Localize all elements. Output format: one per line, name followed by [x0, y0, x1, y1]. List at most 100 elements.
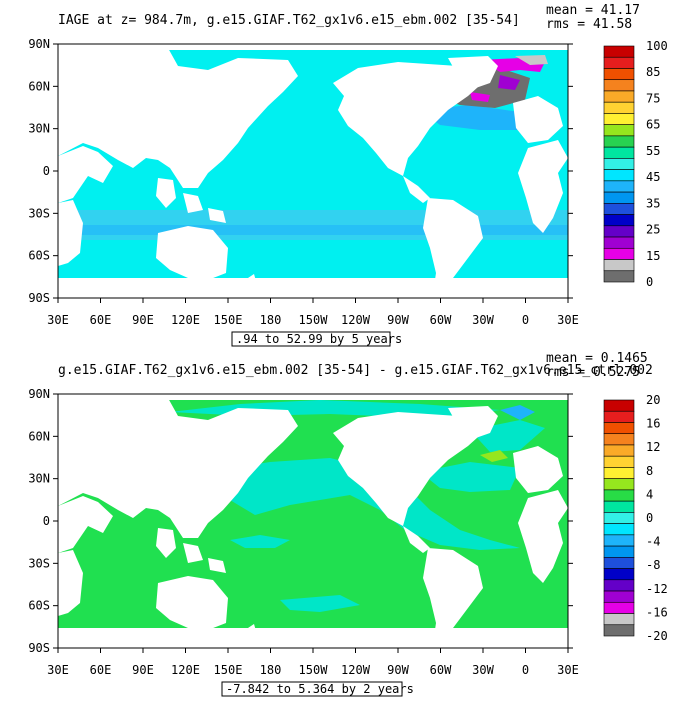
y-tick-label: 30N	[28, 472, 50, 486]
panel-2-map	[57, 393, 569, 662]
panel-2-deep-negative	[500, 405, 535, 420]
colorbar-cell	[603, 545, 635, 558]
panel-1-arctic-cap	[58, 44, 568, 50]
panel-2-antarctic	[58, 628, 568, 648]
colorbar-cell	[603, 191, 635, 204]
colorbar-label: 75	[646, 91, 660, 105]
y-tick-label: 90S	[28, 641, 50, 655]
colorbar-cell	[603, 169, 635, 182]
colorbar-cell	[603, 101, 635, 114]
colorbar-cell	[603, 180, 635, 193]
panel-2-y-axis: 90N 60N 30N 0 30S 60S 90S	[28, 387, 573, 655]
colorbar-label: -16	[646, 605, 668, 619]
x-tick-label: 150W	[299, 663, 329, 677]
colorbar-cell	[603, 590, 635, 603]
colorbar-label: 8	[646, 464, 653, 478]
x-tick-label: 90E	[132, 663, 154, 677]
y-tick-label: 30S	[28, 206, 50, 220]
colorbar-cell	[603, 270, 635, 283]
colorbar-cell	[603, 478, 635, 491]
panel-1-antarctic	[58, 278, 568, 298]
panel-2-x-axis: 30E 60E 90E 120E 150E 180 150W 120W 90W 60W 30W 0 30…	[47, 648, 579, 677]
colorbar-cell	[603, 568, 635, 581]
colorbar-label: 0	[646, 275, 653, 289]
panel-1-range-box	[231, 331, 391, 347]
colorbar-cell	[603, 158, 635, 170]
panel-1-colorbar: 100 85 75 65 55 45 35 25 15 0	[603, 39, 668, 289]
colorbar-cell	[603, 455, 635, 468]
x-tick-label: 120W	[341, 313, 371, 327]
y-tick-label: 90N	[28, 37, 50, 51]
colorbar-cell	[603, 433, 635, 446]
colorbar-cell	[603, 512, 635, 524]
y-tick-label: 90S	[28, 291, 50, 305]
colorbar-cell	[603, 135, 635, 148]
y-tick-label: 60S	[28, 249, 50, 263]
colorbar-cell	[603, 259, 635, 272]
x-tick-label: 30E	[557, 663, 579, 677]
colorbar-cell	[603, 79, 635, 92]
x-tick-label: 60E	[90, 663, 112, 677]
x-tick-label: 90W	[387, 663, 409, 677]
x-tick-label: 60W	[430, 313, 452, 327]
x-tick-label: 120E	[171, 663, 200, 677]
colorbar-label: -8	[646, 558, 660, 572]
panel-2-negative-regions	[170, 400, 545, 612]
colorbar-label: 55	[646, 144, 660, 158]
colorbar-label: 100	[646, 39, 668, 53]
x-tick-label: 60W	[430, 663, 452, 677]
colorbar-label: 15	[646, 249, 660, 263]
y-tick-label: 90N	[28, 387, 50, 401]
colorbar-cell	[603, 124, 635, 137]
colorbar-label: 45	[646, 170, 660, 184]
colorbar-label: 0	[646, 511, 653, 525]
y-tick-label: 0	[43, 164, 50, 178]
x-tick-label: 180	[260, 313, 282, 327]
x-tick-label: 180	[260, 663, 282, 677]
colorbar-cell	[603, 90, 635, 103]
colorbar-label: -4	[646, 535, 660, 549]
colorbar-cell	[603, 489, 635, 502]
x-tick-label: 90W	[387, 313, 409, 327]
x-tick-label: 0	[522, 663, 529, 677]
panel-1-x-axis: 30E 60E 90E 120E 150E 180 150W 120W 90W 60W 30W 0 30…	[47, 298, 579, 327]
colorbar-cell	[603, 399, 635, 412]
x-tick-label: 90E	[132, 313, 154, 327]
x-tick-label: 0	[522, 313, 529, 327]
panel-1: IAGE at z= 984.7m, g.e15.GIAF.T62_gx1v6.…	[28, 3, 668, 347]
colorbar-cell	[603, 203, 635, 215]
y-tick-label: 30N	[28, 122, 50, 136]
colorbar-label: 85	[646, 65, 660, 79]
colorbar-cell	[603, 444, 635, 457]
colorbar-label: -20	[646, 629, 668, 643]
panel-2-arctic-cap	[58, 394, 568, 400]
x-tick-label: 150E	[214, 663, 243, 677]
colorbar-cell	[603, 214, 635, 227]
colorbar-label: -12	[646, 582, 668, 596]
colorbar-cell	[603, 56, 635, 69]
colorbar-label: 4	[646, 487, 653, 501]
x-tick-label: 150W	[299, 313, 329, 327]
panel-2: g.e15.GIAF.T62_gx1v6.e15_ebm.002 [35-54]…	[28, 351, 668, 697]
y-tick-label: 30S	[28, 556, 50, 570]
colorbar-cell	[603, 410, 635, 423]
colorbar-cell	[603, 579, 635, 592]
colorbar-cell	[603, 68, 635, 81]
x-tick-label: 30E	[557, 313, 579, 327]
colorbar-cell	[603, 225, 635, 238]
x-tick-label: 30W	[472, 663, 494, 677]
colorbar-cell	[603, 113, 635, 125]
colorbar-label: 12	[646, 440, 660, 454]
colorbar-label: 35	[646, 196, 660, 210]
panel-1-rms: rms = 41.58	[546, 17, 632, 32]
colorbar-label: 20	[646, 393, 660, 407]
colorbar-cell	[603, 557, 635, 569]
x-tick-label: 30E	[47, 663, 69, 677]
panel-2-rms: rms = 0.5275	[546, 365, 640, 380]
panel-1-title: IAGE at z= 984.7m, g.e15.GIAF.T62_gx1v6.…	[58, 13, 520, 28]
panel-1-y-axis: 90N 60N 30N 0 30S 60S 90S	[28, 37, 573, 305]
panel-2-range-label: -7.842 to 5.364 by 2 years	[226, 682, 414, 696]
y-tick-label: 60S	[28, 599, 50, 613]
x-tick-label: 150E	[214, 313, 243, 327]
